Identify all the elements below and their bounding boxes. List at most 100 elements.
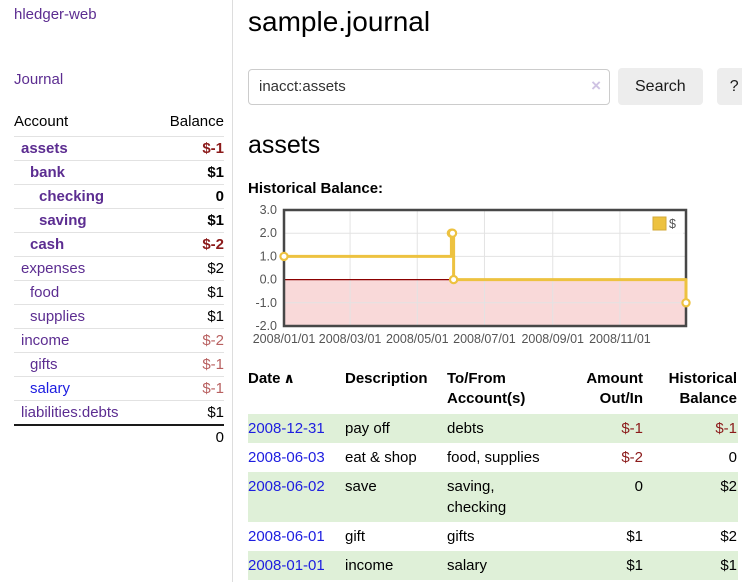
transaction-accounts-cell: food, supplies (447, 448, 540, 466)
account-link-income[interactable]: income (21, 332, 70, 349)
transaction-accounts-cell: gifts (447, 527, 475, 545)
accounts-column-header: To/From Account(s) (447, 370, 526, 408)
transaction-row: 2008-06-01 gift gifts $1 $2 (248, 522, 738, 551)
transaction-accounts-cell: debts (447, 419, 484, 437)
account-balance-value: $1 (152, 208, 224, 233)
description-column-header: Description (345, 370, 428, 387)
chart-title: Historical Balance: (248, 180, 384, 197)
account-balance-value: $1 (152, 400, 224, 425)
transaction-description-cell: income (345, 556, 394, 574)
account-row: supplies $1 (14, 304, 224, 329)
transaction-description-cell: pay off (345, 419, 390, 437)
account-balance-value: $2 (152, 256, 224, 281)
transaction-date-cell: 2008-06-02 (248, 472, 345, 522)
search-button[interactable]: Search (618, 68, 703, 105)
account-link-checking[interactable]: checking (39, 188, 105, 205)
sort-ascending-icon: ∧ (283, 370, 295, 386)
svg-text:2008/05/01: 2008/05/01 (386, 332, 449, 346)
transaction-description-cell: save (345, 477, 377, 495)
svg-text:2.0: 2.0 (260, 226, 277, 240)
svg-text:2008/09/01: 2008/09/01 (521, 332, 584, 346)
transaction-date-cell: 2008-01-01 (248, 551, 345, 580)
account-balance-value: 0 (152, 184, 224, 209)
account-row: assets $-1 (14, 136, 224, 161)
svg-text:3.0: 3.0 (260, 203, 277, 217)
search-bar: × Search ? (248, 68, 742, 105)
account-link-assets[interactable]: assets (21, 140, 68, 157)
transaction-row: 2008-12-31 pay off debts $-1 $-1 (248, 413, 738, 443)
transaction-amount-cell: $-2 (621, 448, 643, 466)
total-row-spacer (14, 424, 153, 449)
transaction-date-link[interactable]: 2008-06-02 (248, 477, 325, 495)
app-brand-link[interactable]: hledger-web (14, 6, 97, 23)
transaction-row: 2008-06-02 save saving, checking 0 $2 (248, 471, 738, 522)
amount-column-header: Amount Out/In (586, 370, 643, 408)
account-row: saving $1 (14, 208, 224, 233)
transaction-amount-cell: $-1 (621, 419, 643, 437)
transaction-row: 2008-01-01 income salary $1 $1 (248, 550, 738, 580)
account-balance-value: $1 (152, 304, 224, 329)
transaction-balance-cell: $-1 (715, 419, 737, 437)
account-link-food[interactable]: food (30, 284, 60, 301)
svg-text:1.0: 1.0 (260, 249, 277, 263)
account-link-expenses[interactable]: expenses (21, 260, 86, 277)
sidebar: hledger-web Journal Account Balance asse… (0, 0, 233, 582)
account-heading: assets (248, 131, 321, 159)
account-row: liabilities:debts $1 (14, 400, 224, 425)
transaction-balance-cell: 0 (728, 448, 737, 466)
sidebar-item-journal[interactable]: Journal (14, 71, 64, 88)
transaction-balance-cell: $1 (720, 556, 737, 574)
account-row: cash $-2 (14, 232, 224, 257)
transaction-accounts-cell: saving, checking (447, 477, 507, 516)
account-balance-value: $-1 (152, 136, 224, 161)
date-column-header[interactable]: Date ∧ (248, 370, 295, 387)
clear-search-icon[interactable]: × (591, 75, 601, 95)
account-balance-table: Account Balance assets $-1 bank $1 checking 0… (14, 110, 224, 449)
account-link-supplies[interactable]: supplies (30, 308, 86, 325)
total-row: 0 (14, 424, 224, 449)
transaction-date-link[interactable]: 2008-06-03 (248, 448, 325, 466)
transaction-accounts-cell: salary (447, 556, 488, 574)
account-row: expenses $2 (14, 256, 224, 281)
account-link-salary[interactable]: salary (30, 380, 71, 397)
transaction-amount-cell: $1 (626, 527, 643, 545)
transaction-date-link[interactable]: 2008-06-01 (248, 527, 325, 545)
svg-text:0.0: 0.0 (260, 273, 277, 287)
transaction-row: 2008-06-03 eat & shop food, supplies $-2 0 (248, 443, 738, 472)
total-balance-value: 0 (152, 424, 224, 449)
account-row: food $1 (14, 280, 224, 305)
svg-text:2008/11/01: 2008/11/01 (589, 332, 651, 346)
transaction-date-link[interactable]: 2008-01-01 (248, 556, 325, 574)
transaction-date-link[interactable]: 2008-12-31 (248, 419, 325, 437)
account-balance-value: $-1 (152, 376, 224, 401)
account-balance-value: $-2 (152, 328, 224, 353)
transaction-description-cell: eat & shop (345, 448, 417, 466)
account-link-liabilities-debts[interactable]: liabilities:debts (21, 404, 119, 421)
account-link-bank[interactable]: bank (30, 164, 66, 181)
transaction-balance-cell: $2 (720, 527, 737, 545)
transaction-balance-cell: $2 (720, 477, 737, 495)
account-link-saving[interactable]: saving (39, 212, 87, 229)
main-content: sample.journal × Search ? assets Histori… (233, 0, 742, 582)
account-table-body: assets $-1 bank $1 checking 0 saving $1 cash $-2 e… (14, 136, 224, 425)
page-title: sample.journal (248, 6, 431, 37)
account-balance-value: $1 (152, 280, 224, 305)
register-header-row: Date ∧ Description To/From Account(s) Amo… (248, 367, 738, 414)
historical-balance-chart[interactable]: 3.0 2.0 1.0 0.0 -1.0 -2.0 2008/01/01 2008/03/01… (248, 203, 742, 351)
account-link-cash[interactable]: cash (30, 236, 65, 253)
register-table: Date ∧ Description To/From Account(s) Amo… (248, 367, 738, 580)
svg-text:2008/01/01: 2008/01/01 (253, 332, 316, 346)
account-column-header: Account (14, 113, 69, 130)
account-link-gifts[interactable]: gifts (30, 356, 58, 373)
account-row: bank $1 (14, 160, 224, 185)
transaction-date-cell: 2008-06-03 (248, 443, 345, 472)
account-row: income $-2 (14, 328, 224, 353)
transaction-description-cell: gift (345, 527, 366, 545)
help-button[interactable]: ? (716, 68, 742, 105)
search-input[interactable] (248, 68, 610, 105)
svg-text:-1.0: -1.0 (255, 296, 277, 310)
account-balance-value: $-1 (152, 352, 224, 377)
account-row: gifts $-1 (14, 352, 224, 377)
